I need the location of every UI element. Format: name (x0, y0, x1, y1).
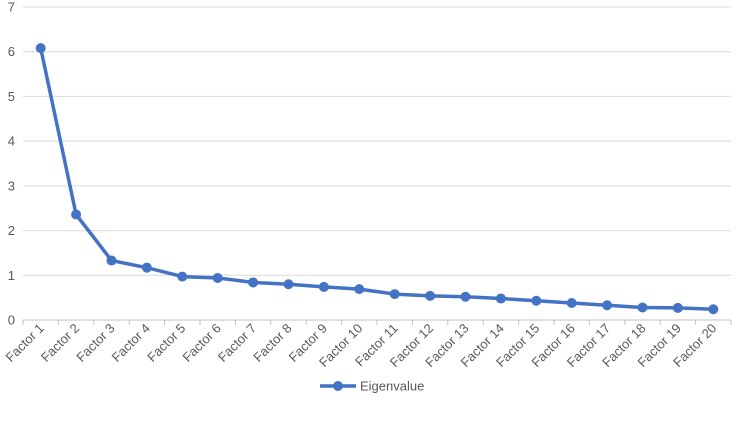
data-point (531, 295, 542, 306)
data-point (602, 300, 613, 311)
data-point (460, 291, 471, 302)
y-tick-label: 0 (8, 313, 15, 328)
y-tick-label: 3 (8, 178, 15, 193)
legend-point-marker (333, 381, 343, 391)
series-line (38, 46, 716, 312)
y-tick-label: 7 (8, 0, 15, 15)
data-point (495, 293, 506, 304)
y-tick-label: 5 (8, 89, 15, 104)
data-point (106, 255, 117, 266)
y-tick-label: 4 (8, 134, 15, 149)
y-axis-ticks: 0 1 2 3 4 5 6 7 (8, 0, 15, 328)
data-point (708, 304, 719, 315)
data-point (566, 298, 577, 309)
data-point (425, 290, 436, 301)
data-point (212, 272, 223, 283)
series-eigenvalue (35, 43, 719, 315)
data-point (637, 302, 648, 313)
data-point (354, 284, 365, 295)
y-tick-label: 1 (8, 268, 15, 283)
data-point (141, 262, 152, 273)
data-point (318, 281, 329, 292)
x-tick-label: Factor 7 (215, 321, 259, 365)
x-tick-label: Factor 6 (179, 321, 223, 365)
x-tick-label: Factor 2 (38, 321, 82, 365)
data-point (248, 277, 259, 288)
data-point (177, 271, 188, 282)
data-point (283, 279, 294, 290)
data-point (71, 209, 82, 220)
y-tick-label: 6 (8, 44, 15, 59)
x-tick-label: Factor 4 (109, 321, 153, 365)
gridlines (23, 6, 731, 321)
x-tick-label: Factor 3 (73, 321, 117, 365)
legend: Eigenvalue (320, 379, 424, 394)
x-tick-label: Factor 5 (144, 321, 188, 365)
data-point (672, 302, 683, 313)
legend-label: Eigenvalue (360, 379, 424, 394)
data-point (35, 43, 46, 54)
y-tick-label: 2 (8, 223, 15, 238)
x-tick-label: Factor 8 (250, 321, 294, 365)
data-point (389, 289, 400, 300)
